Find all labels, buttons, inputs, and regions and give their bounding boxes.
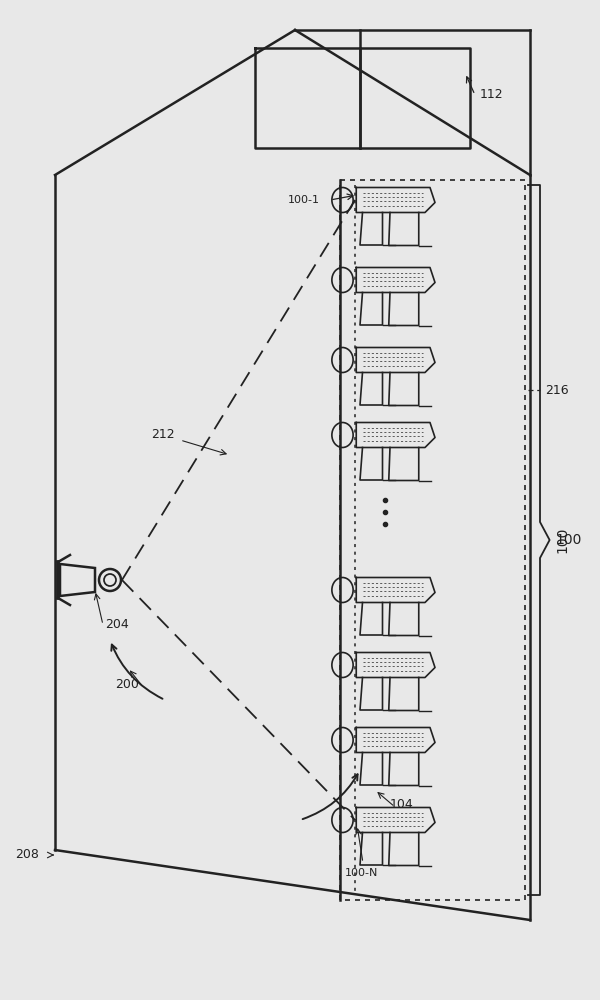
Text: 212: 212 bbox=[151, 428, 175, 442]
Text: 204: 204 bbox=[105, 618, 129, 632]
Text: 200: 200 bbox=[115, 678, 139, 692]
Text: 112: 112 bbox=[480, 89, 503, 102]
Text: 100-N: 100-N bbox=[345, 868, 379, 878]
Text: 100: 100 bbox=[555, 527, 569, 553]
Text: 100-1: 100-1 bbox=[288, 195, 320, 205]
Text: 216: 216 bbox=[545, 383, 569, 396]
Text: 104: 104 bbox=[390, 798, 414, 812]
Text: 208: 208 bbox=[15, 848, 39, 861]
Text: 100: 100 bbox=[555, 533, 581, 547]
